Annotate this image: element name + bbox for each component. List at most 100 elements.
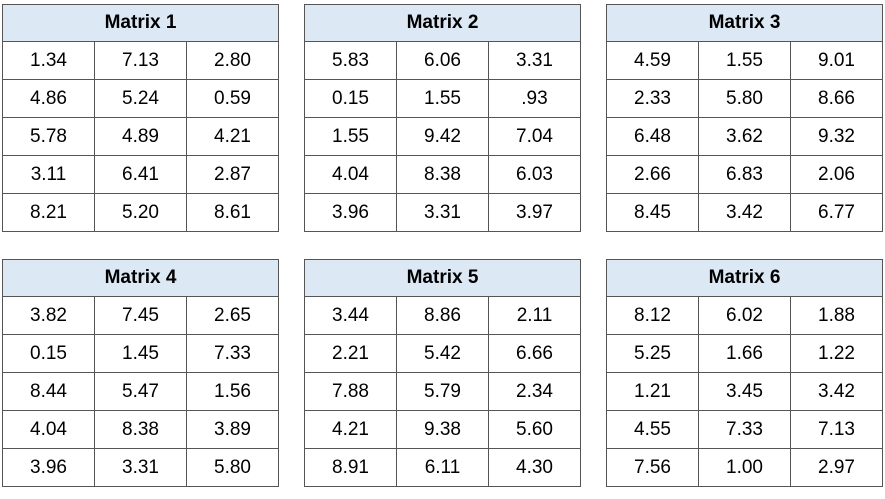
table-row: 2.21 5.42 6.66 [304,334,581,373]
table-cell: 2.21 [304,334,397,373]
table-cell: 8.66 [790,79,883,118]
table-cell: 3.11 [2,155,95,194]
table-cell: 5.83 [304,41,397,80]
table-row: 4.59 1.55 9.01 [606,41,883,80]
table-cell: 9.01 [790,41,883,80]
table-cell: 7.56 [606,448,699,487]
table-row: 3.96 3.31 3.97 [304,193,581,232]
table-row: 1.55 9.42 7.04 [304,117,581,156]
table-cell: 5.42 [396,334,489,373]
matrix-4-table: Matrix 4 3.82 7.45 2.65 0.15 1.45 7.33 8… [2,259,279,487]
table-cell: 3.45 [698,372,791,411]
table-row: 4.55 7.33 7.13 [606,410,883,449]
table-cell: 3.31 [488,41,581,80]
table-cell: 7.13 [790,410,883,449]
table-cell: 1.21 [606,372,699,411]
table-cell: 7.33 [186,334,279,373]
table-cell: 6.02 [698,296,791,335]
table-cell: 8.38 [94,410,187,449]
matrix-title: Matrix 6 [606,259,883,297]
table-cell: 2.65 [186,296,279,335]
table-cell: 4.21 [304,410,397,449]
table-row: 5.78 4.89 4.21 [2,117,279,156]
table-row: 2.33 5.80 8.66 [606,79,883,118]
table-cell: 8.44 [2,372,95,411]
matrix-title: Matrix 2 [304,4,581,42]
table-row: 3.96 3.31 5.80 [2,448,279,487]
table-row: 3.11 6.41 2.87 [2,155,279,194]
table-cell: 5.79 [396,372,489,411]
table-cell: 7.88 [304,372,397,411]
table-cell: 1.45 [94,334,187,373]
table-row: 5.83 6.06 3.31 [304,41,581,80]
matrix-3-table: Matrix 3 4.59 1.55 9.01 2.33 5.80 8.66 6… [606,4,883,232]
table-row: 8.12 6.02 1.88 [606,296,883,335]
table-cell: 1.56 [186,372,279,411]
table-row: 0.15 1.55 .93 [304,79,581,118]
table-row: 1.34 7.13 2.80 [2,41,279,80]
table-cell: .93 [488,79,581,118]
table-cell: 6.48 [606,117,699,156]
table-cell: 5.80 [698,79,791,118]
table-cell: 4.04 [2,410,95,449]
table-cell: 2.66 [606,155,699,194]
matrix-title: Matrix 3 [606,4,883,42]
table-cell: 4.86 [2,79,95,118]
table-cell: 8.12 [606,296,699,335]
table-row: 8.45 3.42 6.77 [606,193,883,232]
table-row: 6.48 3.62 9.32 [606,117,883,156]
matrix-5-table: Matrix 5 3.44 8.86 2.11 2.21 5.42 6.66 7… [304,259,581,487]
table-cell: 3.31 [396,193,489,232]
matrix-title: Matrix 1 [2,4,279,42]
table-row: 1.21 3.45 3.42 [606,372,883,411]
table-row: 4.86 5.24 0.59 [2,79,279,118]
table-cell: 5.78 [2,117,95,156]
table-cell: 3.96 [2,448,95,487]
table-cell: 5.60 [488,410,581,449]
table-cell: 1.55 [396,79,489,118]
table-cell: 3.97 [488,193,581,232]
table-cell: 3.82 [2,296,95,335]
table-row: 4.04 8.38 6.03 [304,155,581,194]
table-cell: 5.24 [94,79,187,118]
table-row: 7.56 1.00 2.97 [606,448,883,487]
table-row: 0.15 1.45 7.33 [2,334,279,373]
table-cell: 2.34 [488,372,581,411]
table-cell: 1.34 [2,41,95,80]
table-cell: 2.80 [186,41,279,80]
table-row: 7.88 5.79 2.34 [304,372,581,411]
table-row: 3.82 7.45 2.65 [2,296,279,335]
table-cell: 4.30 [488,448,581,487]
table-cell: 1.55 [698,41,791,80]
table-cell: 0.59 [186,79,279,118]
table-cell: 1.00 [698,448,791,487]
table-row: 8.44 5.47 1.56 [2,372,279,411]
table-row: 4.21 9.38 5.60 [304,410,581,449]
table-cell: 1.66 [698,334,791,373]
table-row: 2.66 6.83 2.06 [606,155,883,194]
table-cell: 8.61 [186,193,279,232]
table-cell: 5.80 [186,448,279,487]
table-cell: 6.11 [396,448,489,487]
table-cell: 6.03 [488,155,581,194]
table-cell: 7.04 [488,117,581,156]
matrix-1-table: Matrix 1 1.34 7.13 2.80 4.86 5.24 0.59 5… [2,4,279,232]
table-cell: 3.62 [698,117,791,156]
table-cell: 6.83 [698,155,791,194]
table-row: 5.25 1.66 1.22 [606,334,883,373]
matrix-2-table: Matrix 2 5.83 6.06 3.31 0.15 1.55 .93 1.… [304,4,581,232]
table-cell: 7.13 [94,41,187,80]
table-cell: 4.59 [606,41,699,80]
table-cell: 3.42 [698,193,791,232]
table-cell: 2.33 [606,79,699,118]
table-cell: 3.89 [186,410,279,449]
table-cell: 1.22 [790,334,883,373]
table-cell: 5.25 [606,334,699,373]
matrix-title: Matrix 5 [304,259,581,297]
table-row: 3.44 8.86 2.11 [304,296,581,335]
matrix-6-table: Matrix 6 8.12 6.02 1.88 5.25 1.66 1.22 1… [606,259,883,487]
table-cell: 2.97 [790,448,883,487]
table-cell: 9.32 [790,117,883,156]
table-cell: 4.55 [606,410,699,449]
table-cell: 8.38 [396,155,489,194]
